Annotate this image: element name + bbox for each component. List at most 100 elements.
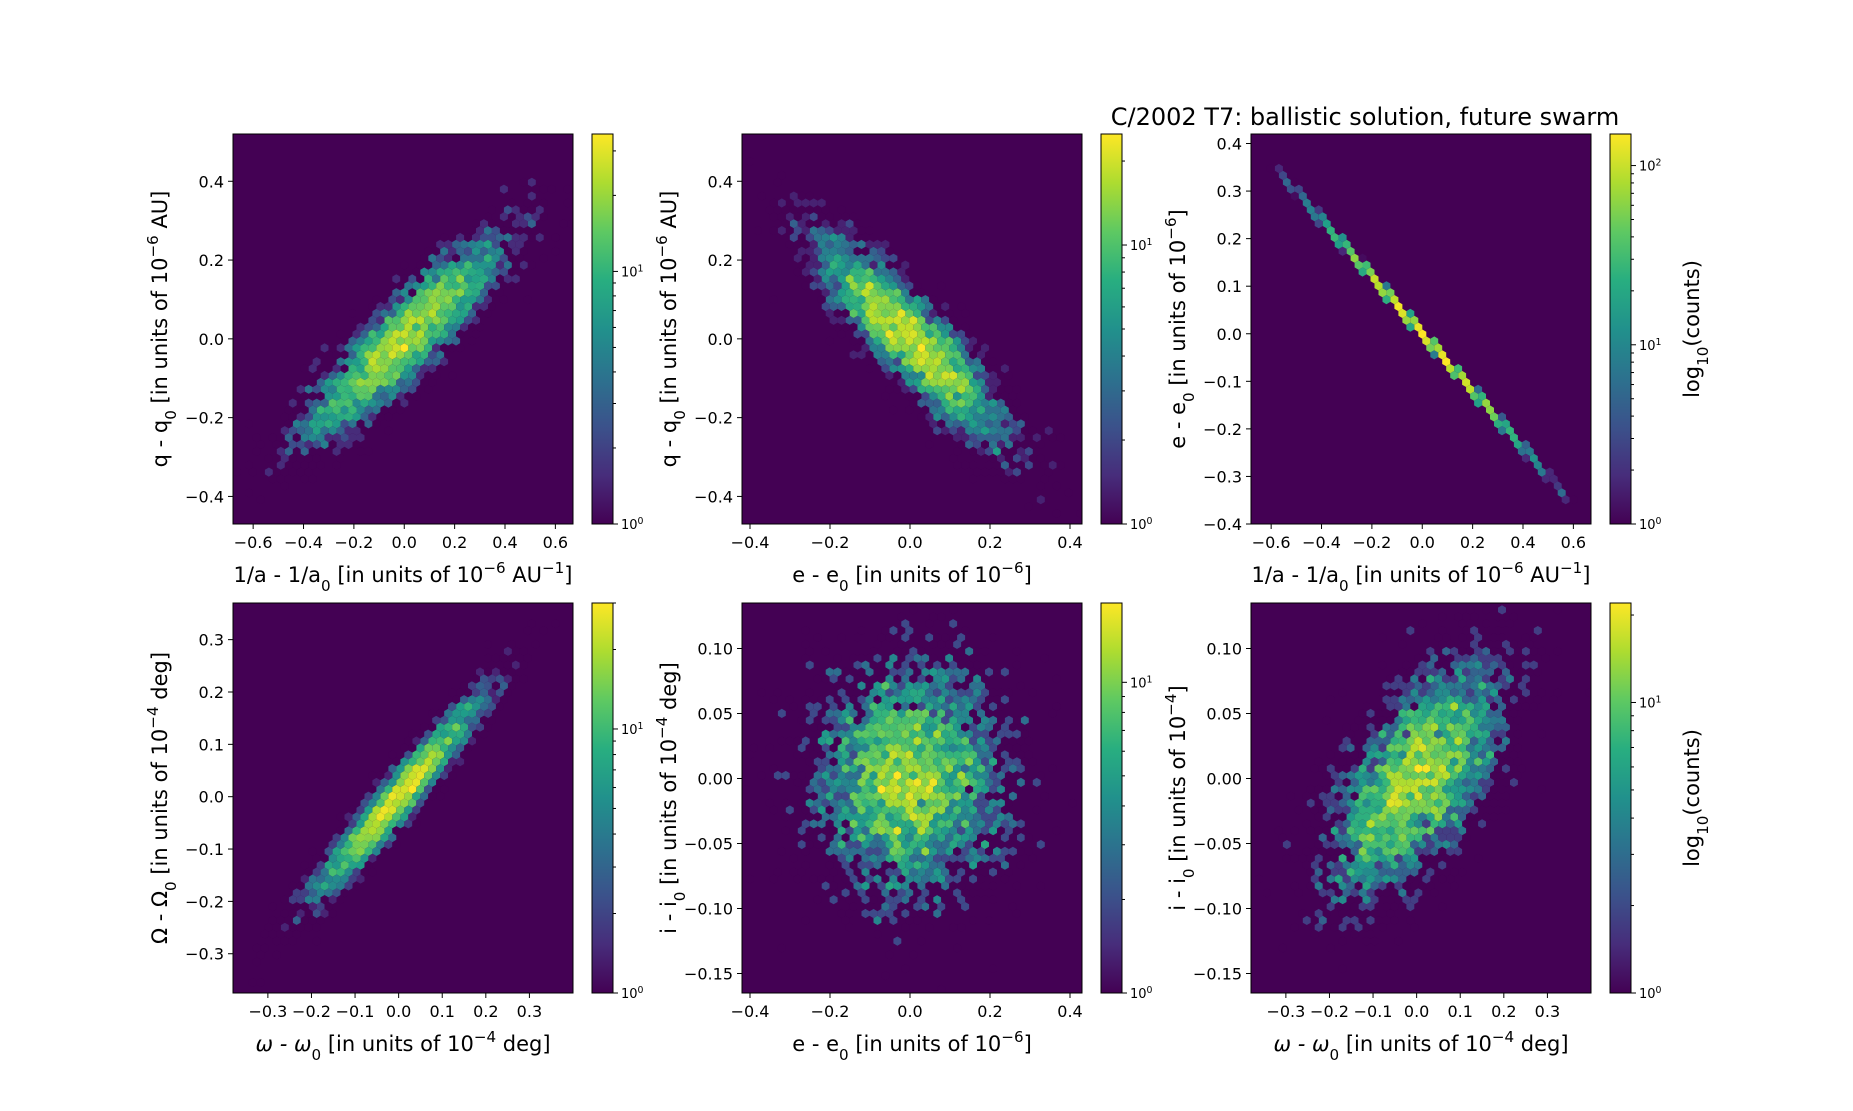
hex-cell — [304, 867, 313, 877]
hex-cell — [428, 708, 437, 718]
hex-cell — [973, 412, 981, 422]
hex-cell — [1450, 757, 1459, 767]
hex-cell — [897, 777, 906, 787]
hex-cell — [861, 881, 870, 891]
hex-cell — [1474, 688, 1483, 698]
hex-cell — [1386, 701, 1395, 712]
hex-cell — [881, 764, 890, 774]
hex-cell — [400, 784, 409, 794]
colorbar-gradient — [591, 133, 614, 525]
hex-cell — [1350, 874, 1359, 884]
hex-cell — [1482, 660, 1490, 670]
x-axis: −0.6 −0.4 −0.2 0.0 0.2 0.4 0.6 — [234, 524, 568, 552]
hex-cell — [1418, 881, 1427, 891]
hex-cell — [1414, 777, 1423, 787]
hex-cell — [491, 695, 500, 705]
hex-cell — [444, 708, 453, 718]
hex-cell — [1378, 839, 1387, 850]
hex-cell — [809, 708, 818, 718]
hex-cell — [1517, 695, 1526, 705]
hex-cell — [849, 336, 858, 346]
hex-cell — [1346, 770, 1355, 781]
x-tick-label: 0.0 — [1404, 1002, 1429, 1021]
hex-cell — [957, 729, 966, 739]
hex-cell — [476, 239, 484, 249]
hex-cell — [511, 660, 520, 670]
hex-cell — [1482, 619, 1490, 629]
hex-cell — [841, 295, 850, 305]
hex-cell — [340, 350, 349, 360]
hex-cell — [865, 777, 874, 787]
hex-cell — [1350, 902, 1359, 912]
hex-cell — [1430, 805, 1439, 815]
hex-cell — [833, 681, 842, 691]
hex-cell — [1506, 674, 1514, 684]
hex-cell — [901, 798, 910, 808]
hex-cell — [488, 301, 496, 312]
hex-cell — [1458, 674, 1467, 684]
hex-cell — [416, 370, 425, 381]
hex-cell — [869, 274, 878, 284]
hex-cell — [869, 743, 878, 753]
hex-cell — [805, 205, 814, 215]
hex-cell — [344, 384, 353, 394]
hex-cell — [1446, 833, 1455, 843]
hex-cell — [861, 812, 870, 822]
hex-cell — [949, 329, 958, 339]
hex-cell — [1482, 688, 1490, 698]
hex-cell — [1454, 777, 1463, 787]
hex-cell — [937, 791, 946, 801]
hex-cell — [977, 777, 985, 787]
hex-cell — [901, 715, 910, 725]
hex-cell — [1410, 853, 1419, 863]
hex-cell — [408, 357, 417, 367]
hex-cell — [1330, 812, 1339, 822]
hex-cell — [905, 888, 914, 898]
hex-cell — [829, 301, 838, 312]
hex-cell — [316, 419, 325, 429]
hex-cell — [909, 798, 918, 808]
hex-cell — [1016, 419, 1025, 429]
hex-cell — [388, 405, 397, 415]
hex-cell — [1052, 674, 1061, 684]
hex-cell — [1422, 777, 1431, 787]
hex-cell — [829, 246, 838, 256]
hex-cell — [308, 433, 317, 443]
hex-cell — [885, 384, 894, 394]
hex-cell — [913, 764, 922, 774]
hex-cell — [905, 281, 914, 291]
hex-cell — [1338, 757, 1347, 767]
hex-cell — [765, 205, 774, 215]
hex-cell — [993, 805, 1001, 815]
x-tick-label: −0.2 — [811, 533, 850, 552]
hex-cell — [945, 791, 954, 801]
hex-cell — [412, 377, 421, 387]
hex-cell — [436, 750, 445, 760]
hex-cell — [511, 246, 520, 256]
hex-cell — [372, 391, 381, 401]
hex-cell — [1374, 708, 1383, 718]
hex-cell — [861, 701, 870, 712]
hex-cell — [539, 626, 548, 636]
hex-cell — [869, 798, 878, 808]
hex-cell — [833, 805, 842, 815]
hex-cell — [440, 357, 449, 367]
hex-cell — [1470, 667, 1479, 677]
hex-cell — [997, 412, 1005, 422]
hex-cell — [1418, 701, 1427, 712]
x-axis: −0.3 −0.2 −0.1 0.0 0.1 0.2 0.3 — [248, 993, 542, 1021]
hex-cell — [893, 274, 902, 284]
hex-cell — [328, 853, 337, 863]
hex-cell — [428, 791, 437, 801]
hex-cell — [1382, 295, 1391, 305]
hex-cell — [897, 695, 906, 705]
hex-cell — [881, 708, 890, 718]
hex-cell — [985, 460, 993, 470]
hex-cell — [1450, 688, 1459, 698]
hex-cell — [909, 867, 918, 877]
hex-cell — [1354, 757, 1363, 767]
hex-cell — [961, 322, 970, 332]
hex-cell — [937, 612, 946, 622]
x-tick-label: 0.4 — [492, 533, 517, 552]
hex-cell — [404, 336, 413, 346]
